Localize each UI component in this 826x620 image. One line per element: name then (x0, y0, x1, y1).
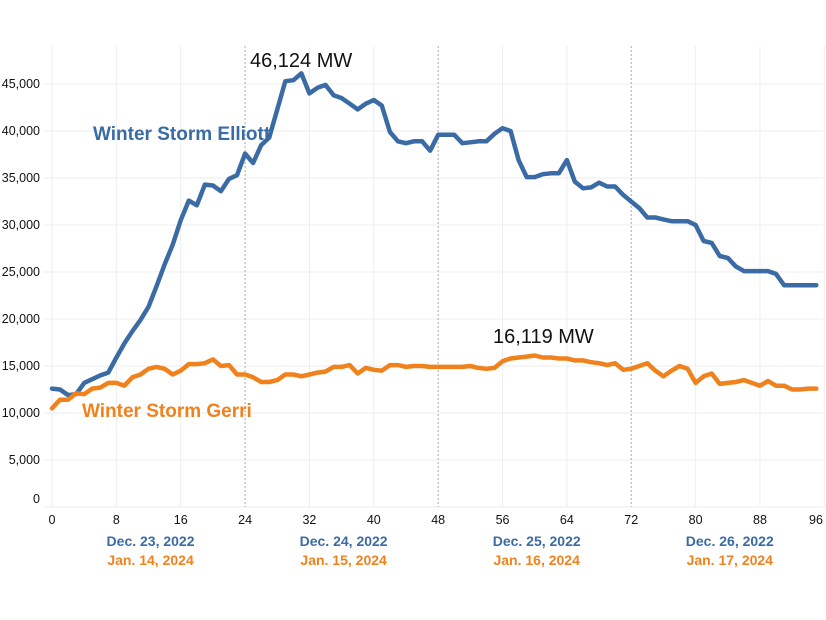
x-tick-label: 96 (809, 513, 823, 527)
x-tick-label: 72 (624, 513, 638, 527)
x-tick-label: 64 (560, 513, 574, 527)
x-tick-label: 48 (431, 513, 445, 527)
day-label-gerri: Jan. 14, 2024 (107, 552, 194, 568)
x-tick-label: 88 (753, 513, 767, 527)
y-tick-label: 10,000 (2, 406, 40, 420)
y-tick-label: 5,000 (9, 453, 40, 467)
series-label-elliott: Winter Storm Elliott (93, 124, 271, 145)
annotation-gerri-peak: 16,119 MW (493, 326, 594, 348)
day-labels: Dec. 23, 2022 Jan. 14, 2024 Dec. 24, 2022 J… (107, 533, 774, 568)
series-line-elliott (49, 71, 819, 398)
x-tick-label: 80 (689, 513, 703, 527)
x-tick-label: 0 (49, 513, 56, 527)
x-tick-label: 16 (174, 513, 188, 527)
series-line-gerri (49, 353, 819, 411)
day-label-gerri: Jan. 16, 2024 (493, 552, 580, 568)
y-tick-label: 35,000 (2, 171, 40, 185)
x-tick-label: 24 (238, 513, 252, 527)
y-tick-label: 25,000 (2, 265, 40, 279)
gridlines (44, 46, 826, 508)
day-label-elliott: Dec. 24, 2022 (300, 533, 388, 549)
y-tick-label: 15,000 (2, 359, 40, 373)
day-label-elliott: Dec. 23, 2022 (107, 533, 195, 549)
y-tick-label: 30,000 (2, 218, 40, 232)
y-tick-label: 20,000 (2, 312, 40, 326)
x-tick-label: 32 (302, 513, 316, 527)
day-label-gerri: Jan. 15, 2024 (300, 552, 387, 568)
y-tick-label: 40,000 (2, 124, 40, 138)
x-tick-label: 56 (496, 513, 510, 527)
day-label-gerri: Jan. 17, 2024 (687, 552, 774, 568)
series-label-gerri: Winter Storm Gerri (82, 401, 252, 422)
y-tick-label: 45,000 (2, 77, 40, 91)
annotation-elliott-peak: 46,124 MW (250, 50, 352, 72)
day-label-elliott: Dec. 25, 2022 (493, 533, 581, 549)
y-axis-ticks: 0 5,000 10,000 15,000 20,000 25,000 30,000 35,0… (2, 77, 40, 506)
x-axis-ticks: 0 8 16 24 32 40 48 56 64 72 80 88 96 (49, 513, 823, 527)
day-dividers (244, 46, 632, 507)
x-tick-label: 8 (113, 513, 120, 527)
series-lines (49, 71, 819, 411)
y-tick-label: 0 (33, 492, 40, 506)
day-label-elliott: Dec. 26, 2022 (686, 533, 774, 549)
x-tick-label: 40 (367, 513, 381, 527)
